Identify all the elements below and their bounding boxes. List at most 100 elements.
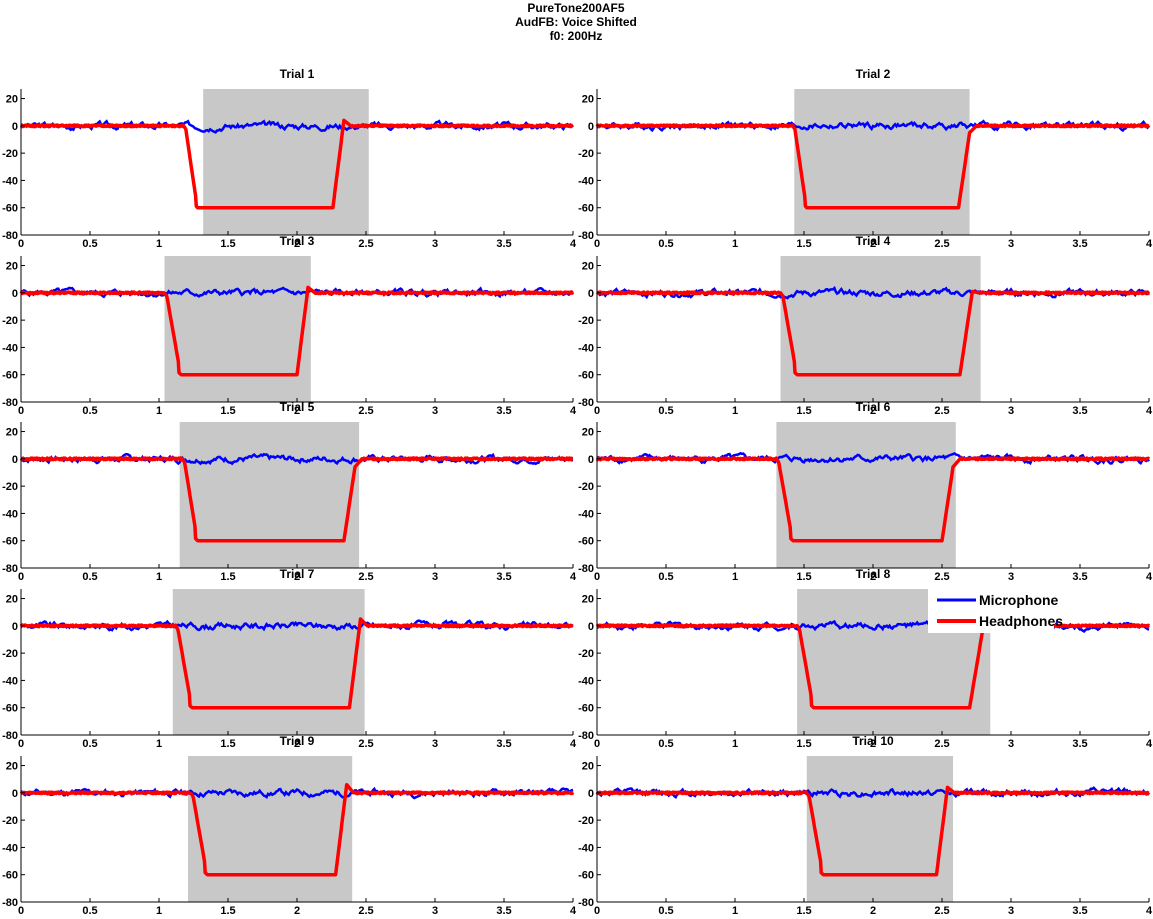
x-tick-label: 2: [870, 571, 876, 583]
x-tick-label: 0.5: [658, 571, 673, 583]
x-tick-label: 3: [432, 571, 438, 583]
y-tick-label: -60: [578, 870, 594, 882]
x-tick-label: 1.5: [220, 238, 235, 250]
x-tick-label: 0: [18, 905, 24, 917]
x-tick-label: 2.5: [358, 405, 373, 417]
x-tick-label: 2: [870, 738, 876, 750]
x-tick-label: 1: [156, 238, 162, 250]
x-tick-label: 1.5: [220, 738, 235, 750]
trial-title: Trial 5: [280, 400, 315, 414]
x-tick-label: 2.5: [934, 738, 949, 750]
y-tick-label: -60: [2, 370, 18, 382]
x-tick-label: 0.5: [82, 405, 97, 417]
x-tick-label: 2.5: [358, 238, 373, 250]
x-tick-label: 0: [18, 738, 24, 750]
y-tick-label: -20: [2, 481, 18, 493]
y-tick-label: 20: [6, 594, 18, 606]
trial-title: Trial 2: [856, 67, 891, 81]
x-tick-label: 2.5: [934, 905, 949, 917]
x-tick-label: 2: [294, 905, 300, 917]
y-tick-label: -80: [2, 230, 18, 242]
y-tick-label: -20: [2, 648, 18, 660]
headphones-line: [19, 617, 575, 710]
shaded-interval: [780, 256, 981, 402]
x-tick-label: 1: [732, 405, 738, 417]
headphones-line: [595, 623, 1151, 710]
figure-title-line-3: f0: 200Hz: [550, 29, 603, 43]
y-tick-label: -80: [2, 730, 18, 742]
y-tick-label: -40: [578, 175, 594, 187]
legend-label: Headphones: [979, 613, 1063, 629]
x-tick-label: 3.5: [1072, 571, 1087, 583]
y-tick-label: -20: [2, 315, 18, 327]
headphones-line: [595, 456, 1151, 543]
x-tick-label: 0: [18, 571, 24, 583]
y-tick-label: 20: [582, 594, 594, 606]
x-tick-label: 1: [156, 571, 162, 583]
x-tick-label: 0.5: [82, 738, 97, 750]
x-tick-label: 0.5: [82, 571, 97, 583]
x-tick-label: 0: [594, 405, 600, 417]
y-tick-label: -20: [578, 315, 594, 327]
legend: Microphone Headphones: [928, 589, 1063, 633]
x-tick-label: 1: [732, 571, 738, 583]
x-tick-label: 0.5: [658, 238, 673, 250]
x-tick-label: 1: [156, 405, 162, 417]
x-tick-label: 3.5: [1072, 905, 1087, 917]
y-tick-label: -40: [578, 842, 594, 854]
y-tick-label: -80: [578, 897, 594, 909]
y-tick-label: -20: [578, 148, 594, 160]
x-tick-label: 2.5: [934, 571, 949, 583]
x-tick-label: 1.5: [220, 405, 235, 417]
x-tick-label: 2.5: [358, 738, 373, 750]
x-tick-label: 3: [432, 238, 438, 250]
headphones-line: [19, 782, 575, 877]
y-tick-label: 0: [12, 454, 18, 466]
x-tick-label: 1: [732, 905, 738, 917]
x-tick-label: 0: [18, 405, 24, 417]
x-tick-label: 3.5: [496, 738, 511, 750]
y-tick-label: -80: [578, 730, 594, 742]
x-tick-label: 2.5: [358, 571, 373, 583]
y-tick-label: 0: [588, 121, 594, 133]
x-tick-label: 1: [156, 738, 162, 750]
y-tick-label: 20: [6, 94, 18, 106]
y-tick-label: -20: [578, 815, 594, 827]
x-tick-label: 1: [732, 238, 738, 250]
y-tick-label: -40: [578, 675, 594, 687]
x-tick-label: 3.5: [1072, 405, 1087, 417]
x-tick-label: 3: [1008, 405, 1014, 417]
headphones-line: [595, 123, 1151, 210]
x-tick-label: 0: [18, 238, 24, 250]
y-tick-label: 20: [6, 761, 18, 773]
y-tick-label: -60: [2, 536, 18, 548]
y-tick-label: 0: [588, 454, 594, 466]
y-tick-label: 0: [588, 788, 594, 800]
trial-title: Trial 4: [856, 234, 891, 248]
trial-panel: 0 0.5 1 1.5 2 2.5 3 3.5 4 20 0 -20 -40 -60 -80 Trial 1: [2, 67, 577, 250]
x-tick-label: 4: [1146, 571, 1153, 583]
x-tick-label: 3: [1008, 738, 1014, 750]
headphones-line: [595, 785, 1151, 877]
x-tick-label: 1.5: [796, 571, 811, 583]
x-tick-label: 2.5: [934, 238, 949, 250]
y-tick-label: 0: [12, 788, 18, 800]
x-tick-label: 4: [570, 905, 577, 917]
x-tick-label: 3: [1008, 238, 1014, 250]
x-tick-label: 4: [570, 405, 577, 417]
y-tick-label: -60: [2, 870, 18, 882]
x-tick-label: 0.5: [658, 905, 673, 917]
legend-box: [928, 589, 1054, 633]
figure-title-line-2: AudFB: Voice Shifted: [515, 15, 637, 29]
trial-title: Trial 3: [280, 234, 315, 248]
x-tick-label: 0: [594, 905, 600, 917]
x-tick-label: 0: [594, 738, 600, 750]
headphones-line: [19, 285, 575, 377]
y-tick-label: 20: [6, 261, 18, 273]
shaded-interval: [187, 756, 353, 902]
shaded-interval: [179, 422, 360, 568]
x-tick-label: 4: [570, 738, 577, 750]
x-tick-label: 3.5: [1072, 738, 1087, 750]
